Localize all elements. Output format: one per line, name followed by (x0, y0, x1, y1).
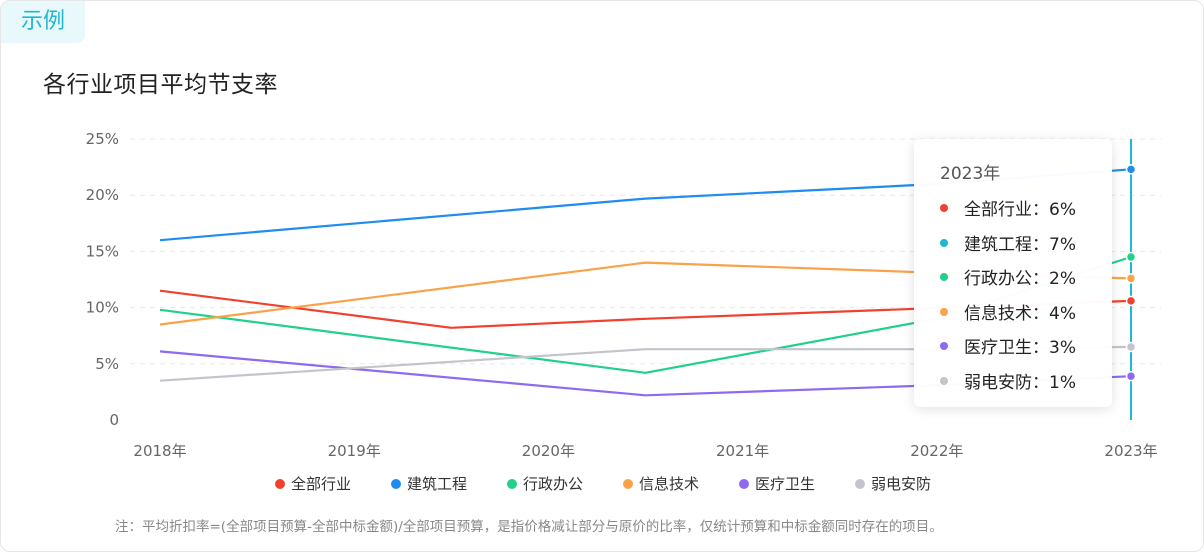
tooltip-row: 行政办公：2% (940, 264, 1076, 289)
legend-label: 信息技术 (639, 475, 700, 493)
y-tick-label: 10% (86, 299, 119, 317)
tooltip-row: 全部行业：6% (940, 195, 1076, 220)
tooltip-row: 弱电安防：1% (940, 368, 1076, 393)
legend-dot (623, 478, 633, 489)
y-axis-ticks: 0 5% 10% 15% 20% 25% (86, 130, 119, 429)
tooltip-label: 医疗卫生：3% (964, 338, 1076, 358)
tooltip-dot (940, 376, 948, 385)
series-line-0 (159, 289, 1132, 329)
x-axis-ticks: 2018年 2019年 2020年 2021年 2022年 2023年 (133, 442, 1157, 460)
cursor-point-2 (1125, 251, 1137, 263)
legend: 全部行业 建筑工程 行政办公 信息技术 医疗卫生 弱电安防 (1, 473, 1203, 494)
tooltip-label: 全部行业：6% (964, 200, 1076, 220)
tooltip-dot (940, 204, 948, 212)
x-tick-label: 2018年 (133, 442, 186, 460)
legend-item[interactable]: 信息技术 (623, 473, 699, 494)
cursor-point-4 (1125, 370, 1137, 382)
legend-label: 建筑工程 (406, 475, 467, 493)
legend-dot (506, 478, 517, 489)
cursor-point-3 (1125, 273, 1137, 284)
tooltip-dot (940, 342, 948, 350)
legend-item[interactable]: 全部行业 (274, 473, 351, 494)
tooltip-label: 信息技术：4% (964, 303, 1076, 324)
legend-dot (739, 478, 750, 489)
y-tick-label: 5% (95, 355, 119, 373)
legend-label: 行政办公 (522, 475, 583, 493)
tooltip-dot (940, 307, 948, 316)
x-tick-label: 2023年 (1104, 442, 1157, 460)
y-tick-label: 15% (86, 242, 119, 260)
legend-dot (390, 478, 401, 489)
hover-cursor (1125, 139, 1137, 420)
legend-item[interactable]: 弱电安防 (855, 473, 931, 494)
tooltip: 2023年 全部行业：6% 建筑工程：7% 行政办公：2% 信息技术：4% 医疗卫生：3… (914, 139, 1112, 407)
legend-dot (855, 478, 866, 489)
tooltip-label: 行政办公：2% (964, 269, 1076, 289)
tooltip-row: 信息技术：4% (940, 299, 1076, 324)
y-tick-label: 20% (86, 186, 119, 204)
x-tick-label: 2022年 (910, 442, 963, 460)
tooltip-row: 建筑工程：7% (940, 230, 1076, 255)
legend-label: 弱电安防 (871, 475, 932, 493)
tooltip-dot (940, 273, 948, 281)
tooltip-title: 2023年 (940, 164, 1001, 184)
legend-label: 全部行业 (290, 475, 351, 493)
legend-label: 医疗卫生 (755, 475, 816, 493)
legend-item[interactable]: 行政办公 (506, 473, 583, 494)
tooltip-label: 弱电安防：1% (964, 372, 1076, 393)
x-tick-label: 2019年 (328, 442, 381, 460)
cursor-point-5 (1125, 341, 1137, 353)
legend-item[interactable]: 医疗卫生 (739, 473, 815, 494)
example-tag: 示例 (1, 1, 85, 43)
footnote: 注：平均折扣率=(全部项目预算-全部中标金额)/全部项目预算，是指价格减让部分与… (115, 519, 943, 535)
tooltip-dot (940, 238, 948, 247)
x-tick-label: 2020年 (522, 442, 575, 460)
tooltip-label: 建筑工程：7% (964, 234, 1076, 255)
cursor-point-0 (1125, 295, 1137, 307)
legend-dot (274, 478, 285, 489)
tooltip-row: 医疗卫生：3% (940, 333, 1076, 358)
chart-title: 各行业项目平均节支率 (43, 72, 278, 98)
cursor-point-1 (1125, 164, 1137, 175)
legend-item[interactable]: 建筑工程 (390, 473, 467, 494)
y-tick-label: 0 (109, 411, 119, 429)
y-tick-label: 25% (86, 130, 119, 148)
x-tick-label: 2021年 (716, 442, 769, 460)
